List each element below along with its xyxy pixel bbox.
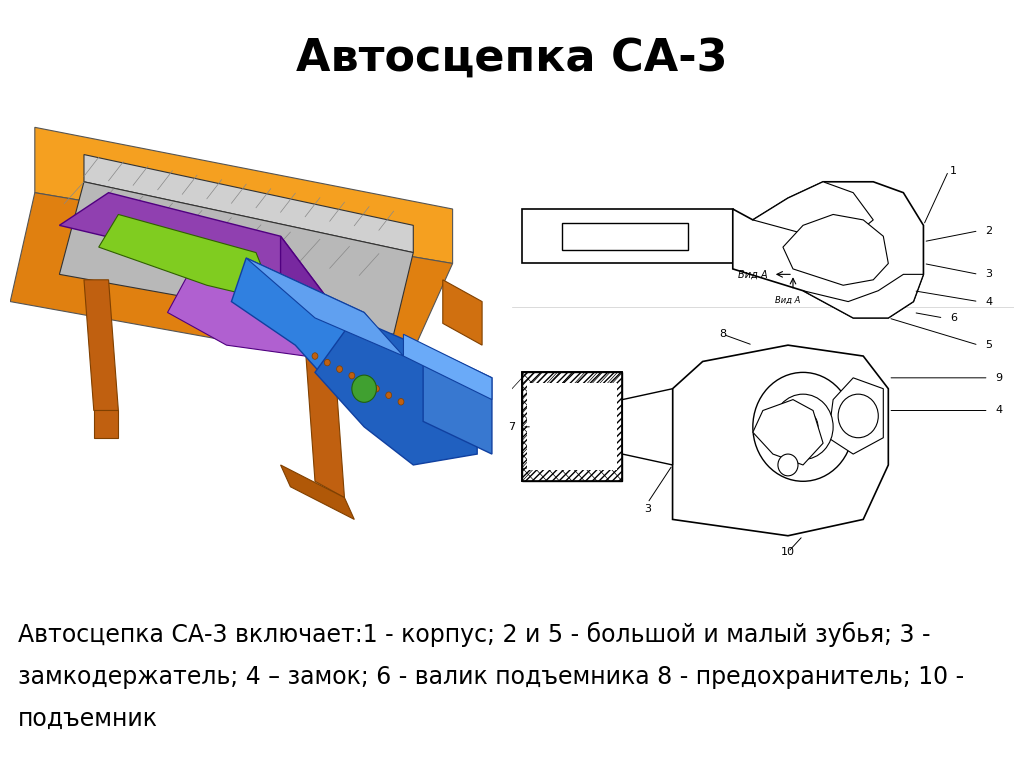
Polygon shape — [59, 182, 414, 334]
Text: подъемник: подъемник — [18, 707, 158, 731]
Polygon shape — [803, 275, 924, 318]
Polygon shape — [168, 258, 305, 356]
Text: 8: 8 — [719, 329, 726, 339]
Text: 3: 3 — [644, 503, 651, 514]
Text: замкодержатель; 4 – замок; 6 - валик подъемника 8 - предохранитель; 10 -: замкодержатель; 4 – замок; 6 - валик под… — [18, 665, 965, 689]
Polygon shape — [733, 182, 924, 318]
Circle shape — [773, 394, 834, 459]
Polygon shape — [753, 182, 873, 236]
Polygon shape — [281, 236, 330, 345]
Polygon shape — [94, 410, 119, 438]
Polygon shape — [753, 400, 823, 465]
Polygon shape — [522, 209, 733, 264]
Circle shape — [312, 353, 317, 359]
Circle shape — [337, 366, 342, 373]
Polygon shape — [246, 258, 403, 356]
Polygon shape — [403, 334, 492, 400]
Polygon shape — [305, 345, 344, 498]
Text: Автосцепка СА-3 включает:1 - корпус; 2 и 5 - большой и малый зубья; 3 -: Автосцепка СА-3 включает:1 - корпус; 2 и… — [18, 622, 931, 647]
Circle shape — [839, 394, 879, 438]
Circle shape — [398, 399, 403, 405]
Polygon shape — [10, 193, 453, 373]
Text: 7: 7 — [509, 422, 515, 432]
Circle shape — [787, 410, 818, 443]
Text: 3: 3 — [985, 269, 992, 279]
Text: 10: 10 — [781, 547, 795, 557]
Text: 6: 6 — [950, 313, 957, 323]
Circle shape — [386, 392, 391, 399]
Polygon shape — [673, 345, 888, 535]
Polygon shape — [35, 127, 453, 264]
Text: 4: 4 — [995, 406, 1002, 416]
Polygon shape — [562, 222, 688, 250]
Polygon shape — [84, 280, 119, 410]
Circle shape — [778, 454, 798, 476]
Text: Автосцепка СА-3: Автосцепка СА-3 — [296, 37, 728, 80]
Polygon shape — [423, 345, 492, 454]
Polygon shape — [522, 373, 623, 482]
Circle shape — [349, 373, 354, 379]
Circle shape — [361, 379, 367, 386]
Text: 9: 9 — [995, 373, 1002, 383]
Polygon shape — [84, 155, 414, 252]
Polygon shape — [783, 215, 888, 285]
Polygon shape — [527, 384, 617, 470]
Polygon shape — [59, 193, 330, 301]
Polygon shape — [442, 280, 482, 345]
Text: 2: 2 — [985, 225, 992, 235]
Polygon shape — [315, 318, 477, 465]
Polygon shape — [98, 215, 275, 301]
Circle shape — [325, 359, 330, 366]
Polygon shape — [623, 389, 673, 465]
Circle shape — [374, 386, 379, 392]
Circle shape — [753, 373, 853, 482]
Text: Вид А: Вид А — [738, 270, 768, 280]
Text: 4: 4 — [985, 297, 992, 307]
Polygon shape — [231, 258, 414, 410]
Text: 5: 5 — [985, 340, 992, 351]
Circle shape — [352, 375, 377, 403]
Polygon shape — [522, 373, 623, 482]
Text: 1: 1 — [950, 166, 957, 176]
Text: Вид А: Вид А — [775, 296, 801, 305]
Polygon shape — [828, 378, 884, 454]
Polygon shape — [281, 465, 354, 519]
